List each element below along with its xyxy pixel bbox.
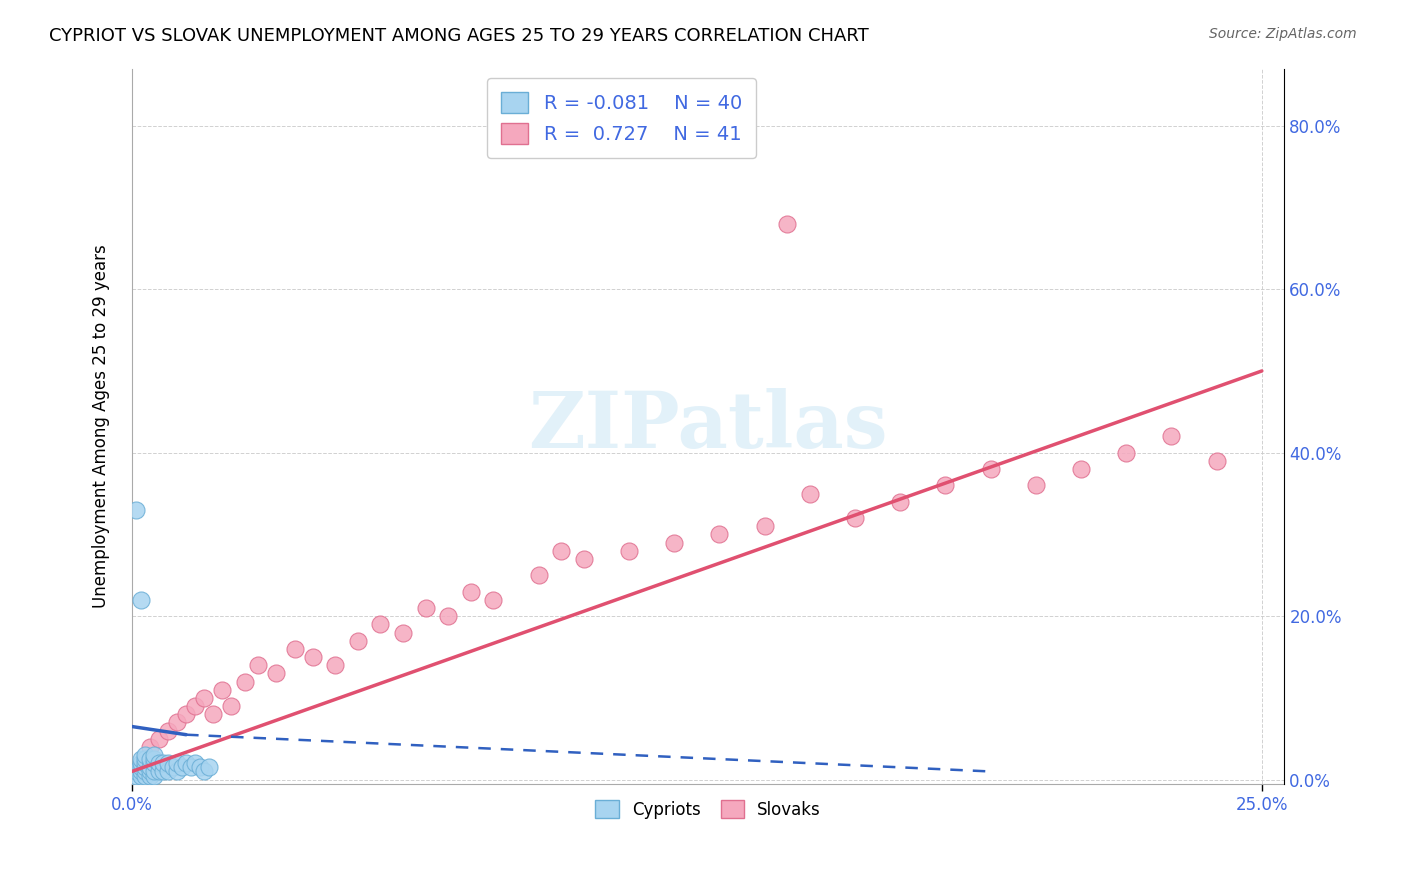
Point xyxy=(844,511,866,525)
Point xyxy=(799,486,821,500)
Point xyxy=(1115,446,1137,460)
Point xyxy=(134,760,156,774)
Point xyxy=(170,760,193,774)
Point xyxy=(180,760,202,774)
Point xyxy=(129,768,152,782)
Point xyxy=(437,609,460,624)
Point xyxy=(174,756,197,771)
Point xyxy=(143,764,166,779)
Point xyxy=(889,494,911,508)
Point xyxy=(617,543,640,558)
Point xyxy=(1070,462,1092,476)
Point xyxy=(284,641,307,656)
Point xyxy=(129,752,152,766)
Point xyxy=(129,592,152,607)
Point xyxy=(202,707,225,722)
Point xyxy=(392,625,415,640)
Point xyxy=(184,699,207,714)
Point xyxy=(148,756,170,771)
Point xyxy=(162,760,184,774)
Point xyxy=(134,748,156,763)
Point xyxy=(143,756,166,771)
Point xyxy=(184,756,207,771)
Point xyxy=(143,752,166,766)
Point xyxy=(193,764,215,779)
Point xyxy=(266,666,288,681)
Point xyxy=(1160,429,1182,443)
Point xyxy=(125,768,148,782)
Text: ZIPatlas: ZIPatlas xyxy=(529,388,889,464)
Point xyxy=(156,764,179,779)
Point xyxy=(1025,478,1047,492)
Point xyxy=(980,462,1002,476)
Point xyxy=(134,752,156,766)
Point xyxy=(129,760,152,774)
Point xyxy=(129,756,152,771)
Point xyxy=(125,764,148,779)
Point xyxy=(754,519,776,533)
Point xyxy=(482,592,505,607)
Text: CYPRIOT VS SLOVAK UNEMPLOYMENT AMONG AGES 25 TO 29 YEARS CORRELATION CHART: CYPRIOT VS SLOVAK UNEMPLOYMENT AMONG AGE… xyxy=(49,27,869,45)
Point xyxy=(143,748,166,763)
Point xyxy=(527,568,550,582)
Point xyxy=(301,650,323,665)
Point xyxy=(197,760,219,774)
Point xyxy=(415,601,437,615)
Point xyxy=(174,707,197,722)
Point xyxy=(709,527,731,541)
Point xyxy=(152,756,174,771)
Point xyxy=(934,478,956,492)
Y-axis label: Unemployment Among Ages 25 to 29 years: Unemployment Among Ages 25 to 29 years xyxy=(93,244,110,608)
Point xyxy=(193,690,215,705)
Point xyxy=(139,752,162,766)
Point xyxy=(139,764,162,779)
Point xyxy=(139,739,162,754)
Point xyxy=(129,764,152,779)
Point xyxy=(572,552,595,566)
Point xyxy=(125,503,148,517)
Point xyxy=(776,217,799,231)
Text: Source: ZipAtlas.com: Source: ZipAtlas.com xyxy=(1209,27,1357,41)
Point xyxy=(166,715,188,730)
Point xyxy=(347,633,370,648)
Point xyxy=(139,768,162,782)
Point xyxy=(247,658,270,673)
Point xyxy=(370,617,392,632)
Point xyxy=(211,682,233,697)
Point xyxy=(166,764,188,779)
Point xyxy=(134,756,156,771)
Point xyxy=(221,699,243,714)
Point xyxy=(233,674,256,689)
Point xyxy=(156,723,179,738)
Point xyxy=(148,764,170,779)
Point xyxy=(1205,454,1227,468)
Point xyxy=(664,535,686,549)
Point xyxy=(323,658,346,673)
Point xyxy=(152,764,174,779)
Point xyxy=(134,768,156,782)
Point xyxy=(166,756,188,771)
Point xyxy=(156,756,179,771)
Point xyxy=(139,760,162,774)
Point xyxy=(550,543,572,558)
Point xyxy=(134,764,156,779)
Point xyxy=(188,760,211,774)
Point xyxy=(143,768,166,782)
Legend: Cypriots, Slovaks: Cypriots, Slovaks xyxy=(589,794,828,825)
Point xyxy=(460,584,482,599)
Point xyxy=(148,731,170,746)
